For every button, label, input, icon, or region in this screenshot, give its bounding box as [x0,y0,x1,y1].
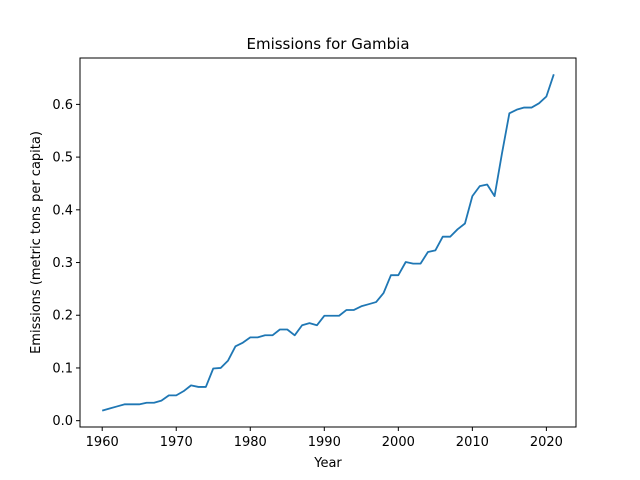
y-tick-label: 0.0 [52,414,73,429]
y-axis-ticks: 0.0 0.1 0.2 0.3 0.4 0.5 0.6 [52,98,80,429]
x-tick-label: 2010 [456,435,489,450]
y-tick-label: 0.2 [52,309,73,324]
y-tick-label: 0.4 [52,203,73,218]
y-tick-label: 0.5 [52,151,73,166]
x-tick-label: 1960 [86,435,119,450]
x-tick-label: 1970 [160,435,193,450]
y-tick-label: 0.3 [52,256,73,271]
y-tick-label: 0.6 [52,98,73,113]
x-axis-ticks: 1960 1970 1980 1990 2000 2010 2020 [86,427,563,450]
y-axis-label: Emissions (metric tons per capita) [29,131,44,354]
plot-lines [101,74,555,412]
x-tick-label: 1990 [308,435,341,450]
series-line [101,74,555,412]
x-tick-label: 2000 [382,435,415,450]
y-tick-label: 0.1 [52,361,73,376]
x-tick-label: 1980 [234,435,267,450]
chart-title: Emissions for Gambia [246,35,409,53]
x-axis-label: Year [313,456,342,471]
x-tick-label: 2020 [530,435,563,450]
plot-frame [79,57,577,428]
